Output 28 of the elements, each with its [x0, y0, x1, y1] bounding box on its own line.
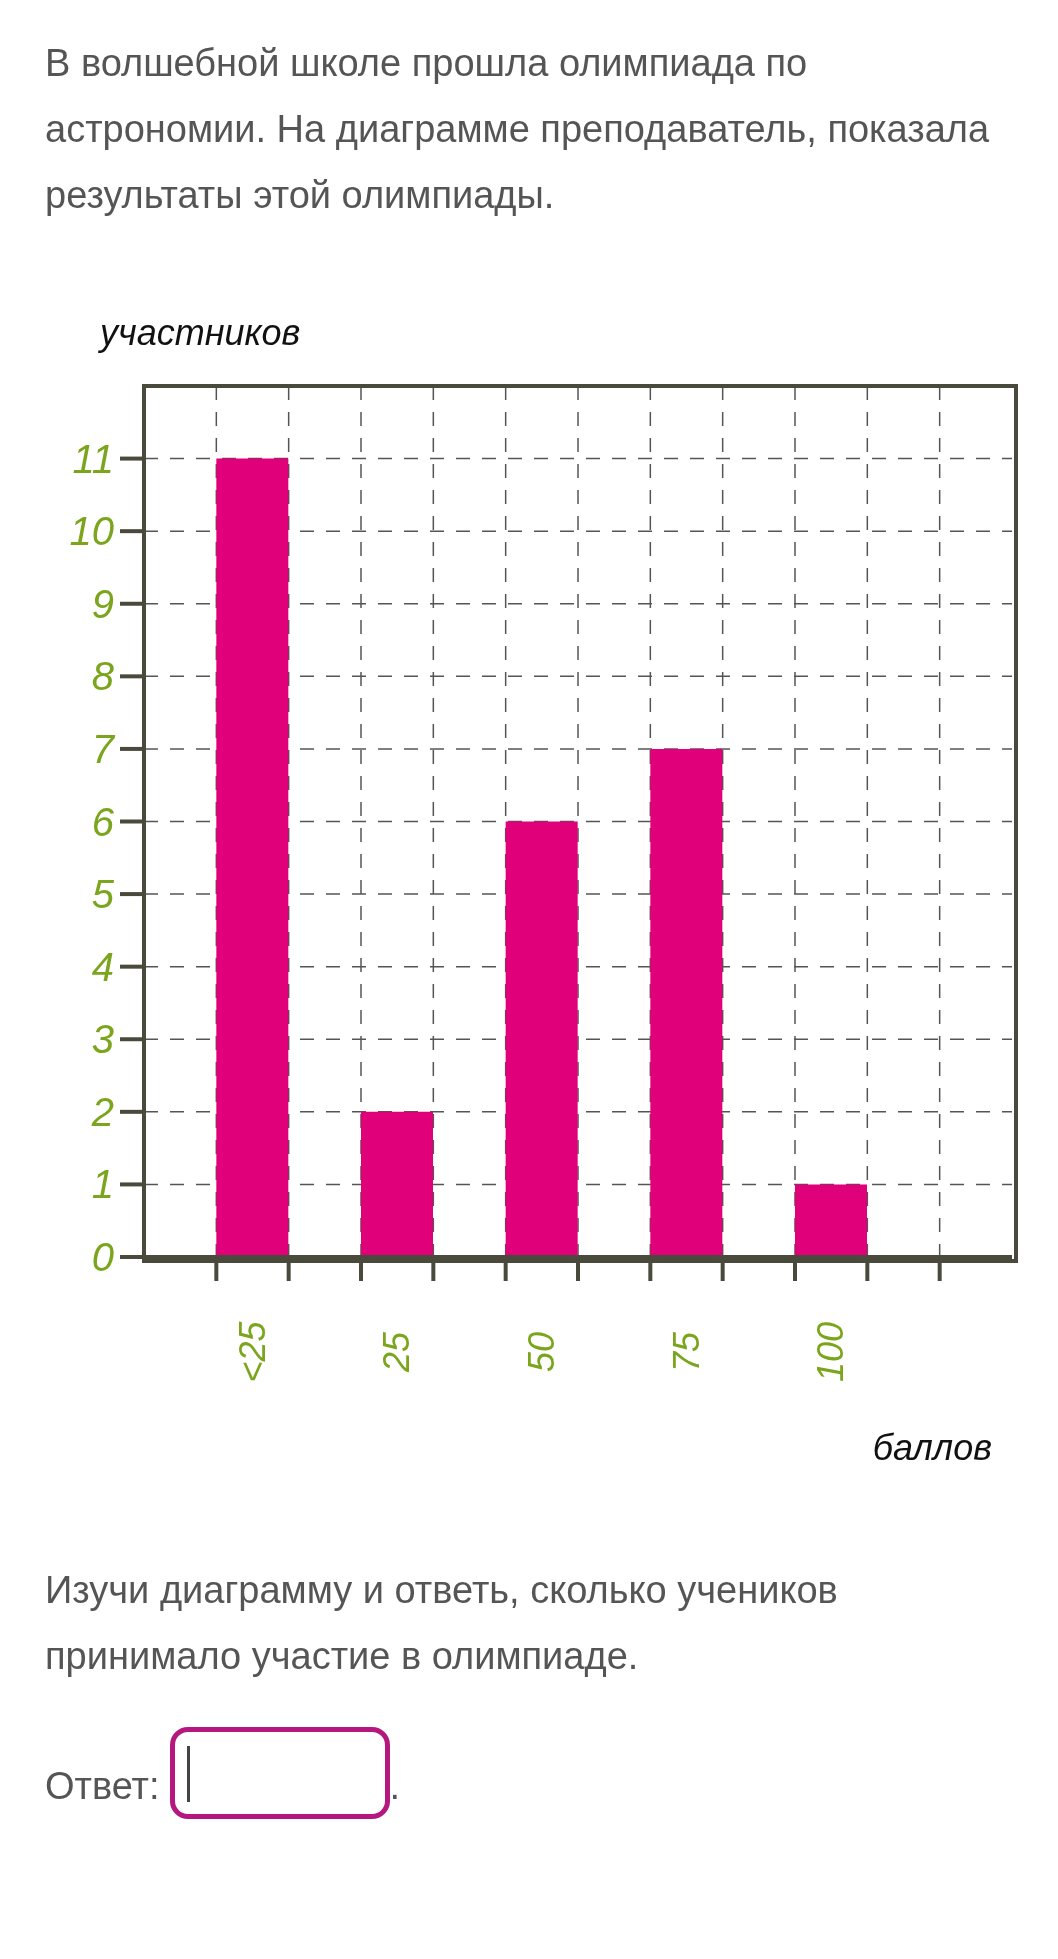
bar: [505, 821, 578, 1257]
bar: [361, 1111, 433, 1257]
x-tick-label: 100: [810, 1321, 852, 1383]
text: Ответ:: [45, 1764, 160, 1809]
chart-title: В волшебной школе прошла олимпиада по астрономии. На диаграмме преподаватель, показала результаты этой олимпиады.: [44, 41, 991, 218]
bar: [795, 1184, 867, 1257]
y-tick-label: 1: [91, 1162, 114, 1207]
x-tick-label: 75: [665, 1331, 707, 1373]
text: .: [389, 1764, 401, 1809]
y-tick-label: 8: [91, 654, 115, 699]
x-axis-title: баллов: [872, 1427, 992, 1469]
x-tick-label: <25: [231, 1320, 273, 1383]
y-tick-label: 7: [91, 726, 116, 771]
bar: [650, 748, 723, 1257]
x-tick-label: 50: [520, 1331, 562, 1373]
y-tick-label: 0: [91, 1235, 114, 1279]
y-axis-title: участников: [100, 312, 301, 354]
bar: [216, 458, 289, 1257]
y-tick-label: 6: [91, 799, 115, 844]
y-tick-label: 9: [91, 581, 114, 626]
x-tick-label: 25: [376, 1331, 418, 1374]
y-tick-label: 11: [72, 436, 114, 481]
y-tick-label: 2: [90, 1089, 114, 1134]
y-tick-label: 5: [91, 872, 115, 917]
y-tick-label: 3: [91, 1017, 114, 1062]
y-tick-label: 10: [69, 509, 114, 554]
y-tick-label: 4: [91, 944, 114, 989]
text: Изучи диаграмму и ответь, сколько учеников принимало участие в олимпиаде.: [44, 1568, 839, 1679]
